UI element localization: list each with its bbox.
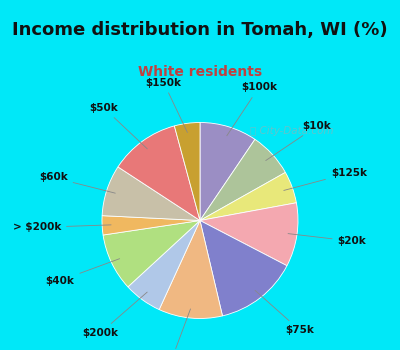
Wedge shape [200, 173, 296, 220]
Text: > $200k: > $200k [13, 222, 111, 232]
Text: $200k: $200k [82, 292, 147, 338]
Wedge shape [200, 122, 255, 220]
Text: $30k: $30k [158, 309, 190, 350]
Wedge shape [200, 139, 286, 220]
Wedge shape [102, 167, 200, 220]
Text: $125k: $125k [284, 168, 367, 190]
Wedge shape [118, 126, 200, 220]
Text: $60k: $60k [39, 173, 115, 193]
Text: White residents: White residents [138, 65, 262, 79]
Text: Income distribution in Tomah, WI (%): Income distribution in Tomah, WI (%) [12, 21, 388, 39]
Text: $75k: $75k [255, 290, 314, 335]
Wedge shape [102, 216, 200, 235]
Wedge shape [128, 220, 200, 310]
Wedge shape [200, 220, 287, 316]
Wedge shape [159, 220, 222, 318]
Wedge shape [200, 203, 298, 266]
Text: Ⓜ City-Data.com: Ⓜ City-Data.com [250, 126, 334, 136]
Text: $40k: $40k [46, 259, 120, 286]
Wedge shape [174, 122, 200, 220]
Text: $150k: $150k [146, 78, 188, 133]
Text: $100k: $100k [227, 83, 277, 136]
Text: $50k: $50k [90, 103, 147, 149]
Text: $10k: $10k [266, 121, 331, 161]
Text: $20k: $20k [288, 233, 366, 246]
Wedge shape [103, 220, 200, 287]
